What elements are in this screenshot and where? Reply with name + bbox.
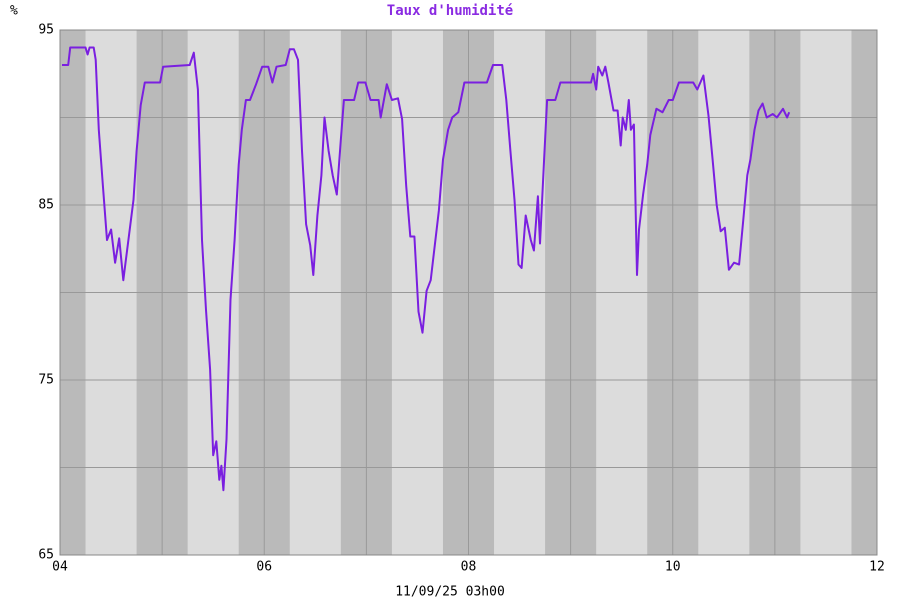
y-axis-label: %: [10, 4, 18, 19]
data-line: [62, 46, 791, 492]
x-tick-label: 04: [52, 560, 68, 575]
y-tick-label: 95: [38, 23, 54, 38]
x-tick-label: 08: [461, 560, 477, 575]
x-axis-label: 11/09/25 03h00: [395, 585, 505, 600]
y-tick-label: 75: [38, 373, 54, 388]
x-tick-label: 06: [256, 560, 272, 575]
x-tick-label: 12: [869, 560, 885, 575]
y-tick-label: 85: [38, 198, 54, 213]
y-tick-label: 65: [38, 548, 54, 563]
plot-frame: [59, 29, 878, 556]
x-tick-label: 10: [665, 560, 681, 575]
chart-title: Taux d'humidité: [387, 3, 513, 19]
